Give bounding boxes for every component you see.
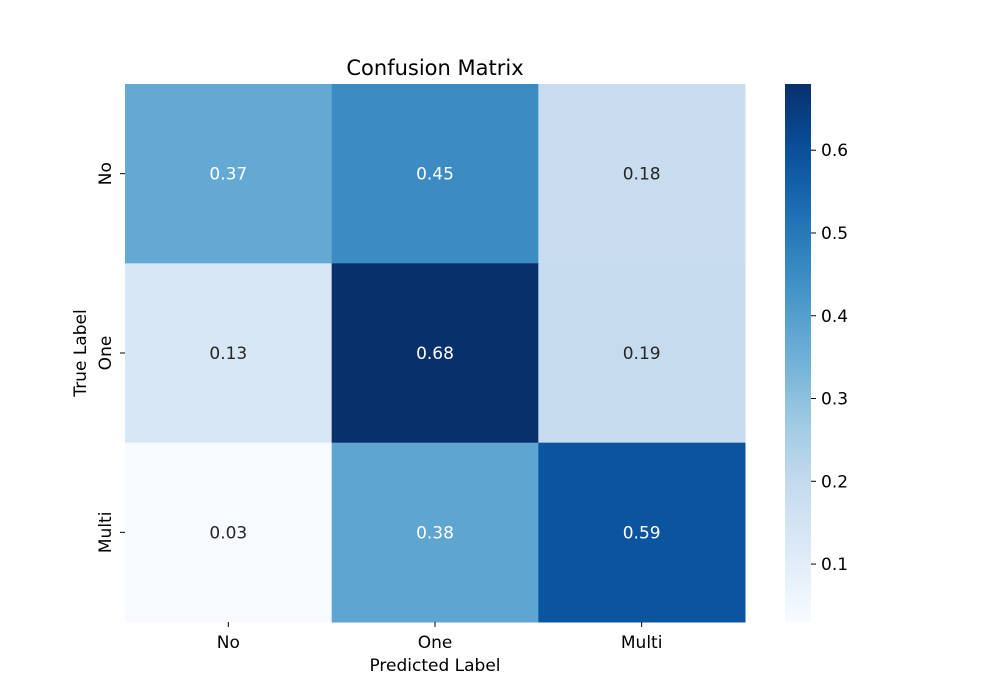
- heatmap-cell: [331, 84, 539, 264]
- y-axis-label: True Label: [71, 309, 91, 397]
- heatmap-cell: [538, 84, 746, 264]
- cell-value-label: 0.03: [209, 523, 247, 543]
- cell-value-label: 0.18: [623, 165, 661, 185]
- cell-value-label: 0.37: [209, 165, 247, 185]
- y-tick-label: Multi: [96, 512, 116, 554]
- heatmap-cell: [331, 442, 539, 623]
- cell-value-label: 0.13: [209, 344, 247, 364]
- cell-value-label: 0.59: [623, 523, 661, 543]
- cell-value-label: 0.45: [416, 165, 454, 185]
- x-tick-label: Multi: [621, 633, 663, 653]
- colorbar-tick-label: 0.1: [821, 555, 848, 575]
- y-tick-label: One: [96, 336, 116, 371]
- colorbar-tick-label: 0.2: [821, 472, 848, 492]
- colorbar-tick-label: 0.3: [821, 390, 848, 410]
- heatmap-cells: [125, 84, 746, 623]
- colorbar-tick-label: 0.4: [821, 307, 848, 327]
- chart-title: Confusion Matrix: [346, 56, 523, 80]
- x-axis-ticks: No One Multi: [217, 622, 663, 653]
- cell-value-label: 0.19: [623, 344, 661, 364]
- heatmap-cell-labels: 0.37 0.45 0.18 0.13 0.68 0.19 0.03 0.38 0.59: [209, 165, 660, 544]
- heatmap-cell: [538, 263, 746, 444]
- x-axis-label: Predicted Label: [369, 656, 500, 676]
- x-tick-label: No: [217, 633, 240, 653]
- colorbar-ticks: 0.1 0.2 0.3 0.4 0.5 0.6: [811, 141, 848, 575]
- heatmap-cell: [125, 442, 333, 623]
- cell-value-label: 0.68: [416, 344, 454, 364]
- y-axis-ticks: No One Multi: [96, 162, 125, 553]
- heatmap-cell: [331, 263, 539, 444]
- x-tick-label: One: [418, 633, 453, 653]
- heatmap-cell: [125, 263, 333, 444]
- colorbar-tick-label: 0.6: [821, 141, 848, 161]
- colorbar-tick-label: 0.5: [821, 224, 848, 244]
- heatmap-cell: [125, 84, 333, 264]
- cell-value-label: 0.38: [416, 523, 454, 543]
- y-tick-label: No: [96, 162, 116, 185]
- colorbar: [785, 84, 811, 622]
- heatmap-cell: [538, 442, 746, 623]
